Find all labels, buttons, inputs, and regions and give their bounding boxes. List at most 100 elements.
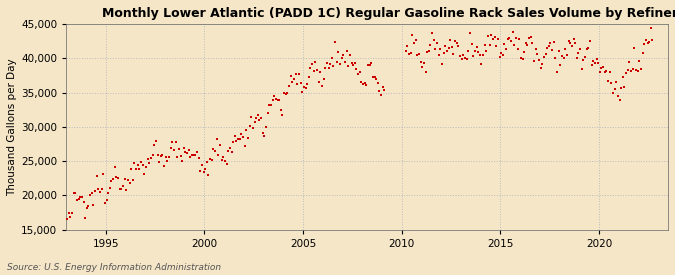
Point [277, 112, 288, 117]
Point [547, 48, 558, 52]
Point [591, 56, 602, 61]
Point [188, 153, 199, 158]
Point [431, 41, 442, 45]
Point [533, 58, 544, 62]
Point [144, 161, 155, 166]
Point [86, 191, 97, 195]
Point [354, 70, 365, 74]
Point [460, 56, 470, 61]
Point [148, 142, 159, 147]
Point [167, 140, 178, 145]
Point [636, 67, 647, 71]
Point [76, 195, 87, 200]
Point [68, 191, 79, 195]
Point [545, 41, 556, 45]
Point [195, 169, 206, 173]
Point [341, 49, 352, 54]
Point [70, 191, 81, 196]
Point [98, 172, 109, 177]
Point [219, 159, 230, 163]
Point [466, 42, 477, 46]
Point [116, 187, 127, 191]
Point [182, 151, 192, 155]
Point [175, 154, 186, 159]
Point [461, 57, 472, 62]
Point [170, 140, 181, 145]
Point [234, 137, 245, 141]
Point [531, 47, 541, 51]
Point [532, 52, 543, 56]
Point [216, 158, 227, 162]
Point [645, 26, 656, 30]
Point [407, 33, 418, 37]
Point [373, 81, 383, 86]
Point [484, 43, 495, 48]
Point [99, 200, 110, 205]
Point [154, 160, 165, 164]
Point [483, 34, 493, 38]
Point [524, 35, 535, 40]
Point [610, 87, 620, 91]
Point [67, 210, 78, 215]
Point [312, 68, 323, 72]
Point [251, 116, 262, 120]
Point [351, 67, 362, 72]
Point [241, 127, 252, 132]
Point [289, 77, 300, 81]
Point [506, 39, 516, 43]
Point [340, 60, 350, 65]
Point [146, 155, 157, 160]
Point [563, 39, 574, 43]
Point [510, 36, 521, 40]
Point [185, 154, 196, 159]
Point [448, 51, 459, 56]
Text: Monthly Lower Atlantic (PADD 1C) Regular Gasoline Rack Sales Volume by Refiners: Monthly Lower Atlantic (PADD 1C) Regular… [103, 7, 675, 20]
Point [315, 70, 326, 74]
Point [414, 51, 425, 56]
Point [578, 58, 589, 62]
Point [588, 59, 599, 63]
Point [180, 150, 191, 154]
Point [113, 176, 124, 180]
Point [469, 48, 480, 53]
Point [580, 54, 591, 59]
Point [433, 53, 444, 57]
Point [479, 43, 490, 48]
Point [91, 174, 102, 178]
Point [504, 35, 515, 40]
Point [264, 103, 275, 107]
Point [230, 133, 240, 138]
Point [512, 46, 523, 51]
Point [147, 152, 158, 157]
Point [73, 196, 84, 201]
Point [213, 153, 223, 157]
Point [522, 43, 533, 48]
Point [437, 61, 448, 66]
Point [446, 45, 457, 50]
Point [256, 115, 267, 120]
Point [325, 61, 335, 66]
Point [537, 62, 547, 66]
Point [82, 206, 92, 210]
Point [525, 35, 536, 40]
Point [585, 39, 595, 43]
Point [65, 214, 76, 219]
Point [244, 124, 255, 128]
Point [286, 74, 296, 78]
Point [103, 191, 113, 196]
Point [376, 93, 387, 97]
Point [298, 85, 309, 89]
Point [269, 93, 279, 98]
Point [367, 75, 378, 79]
Point [184, 147, 194, 152]
Point [548, 40, 559, 44]
Point [210, 149, 221, 153]
Point [647, 38, 658, 42]
Point [402, 43, 413, 48]
Point [111, 175, 122, 180]
Point [452, 41, 462, 45]
Point [129, 161, 140, 165]
Point [140, 165, 151, 169]
Point [550, 56, 561, 61]
Point [290, 72, 301, 76]
